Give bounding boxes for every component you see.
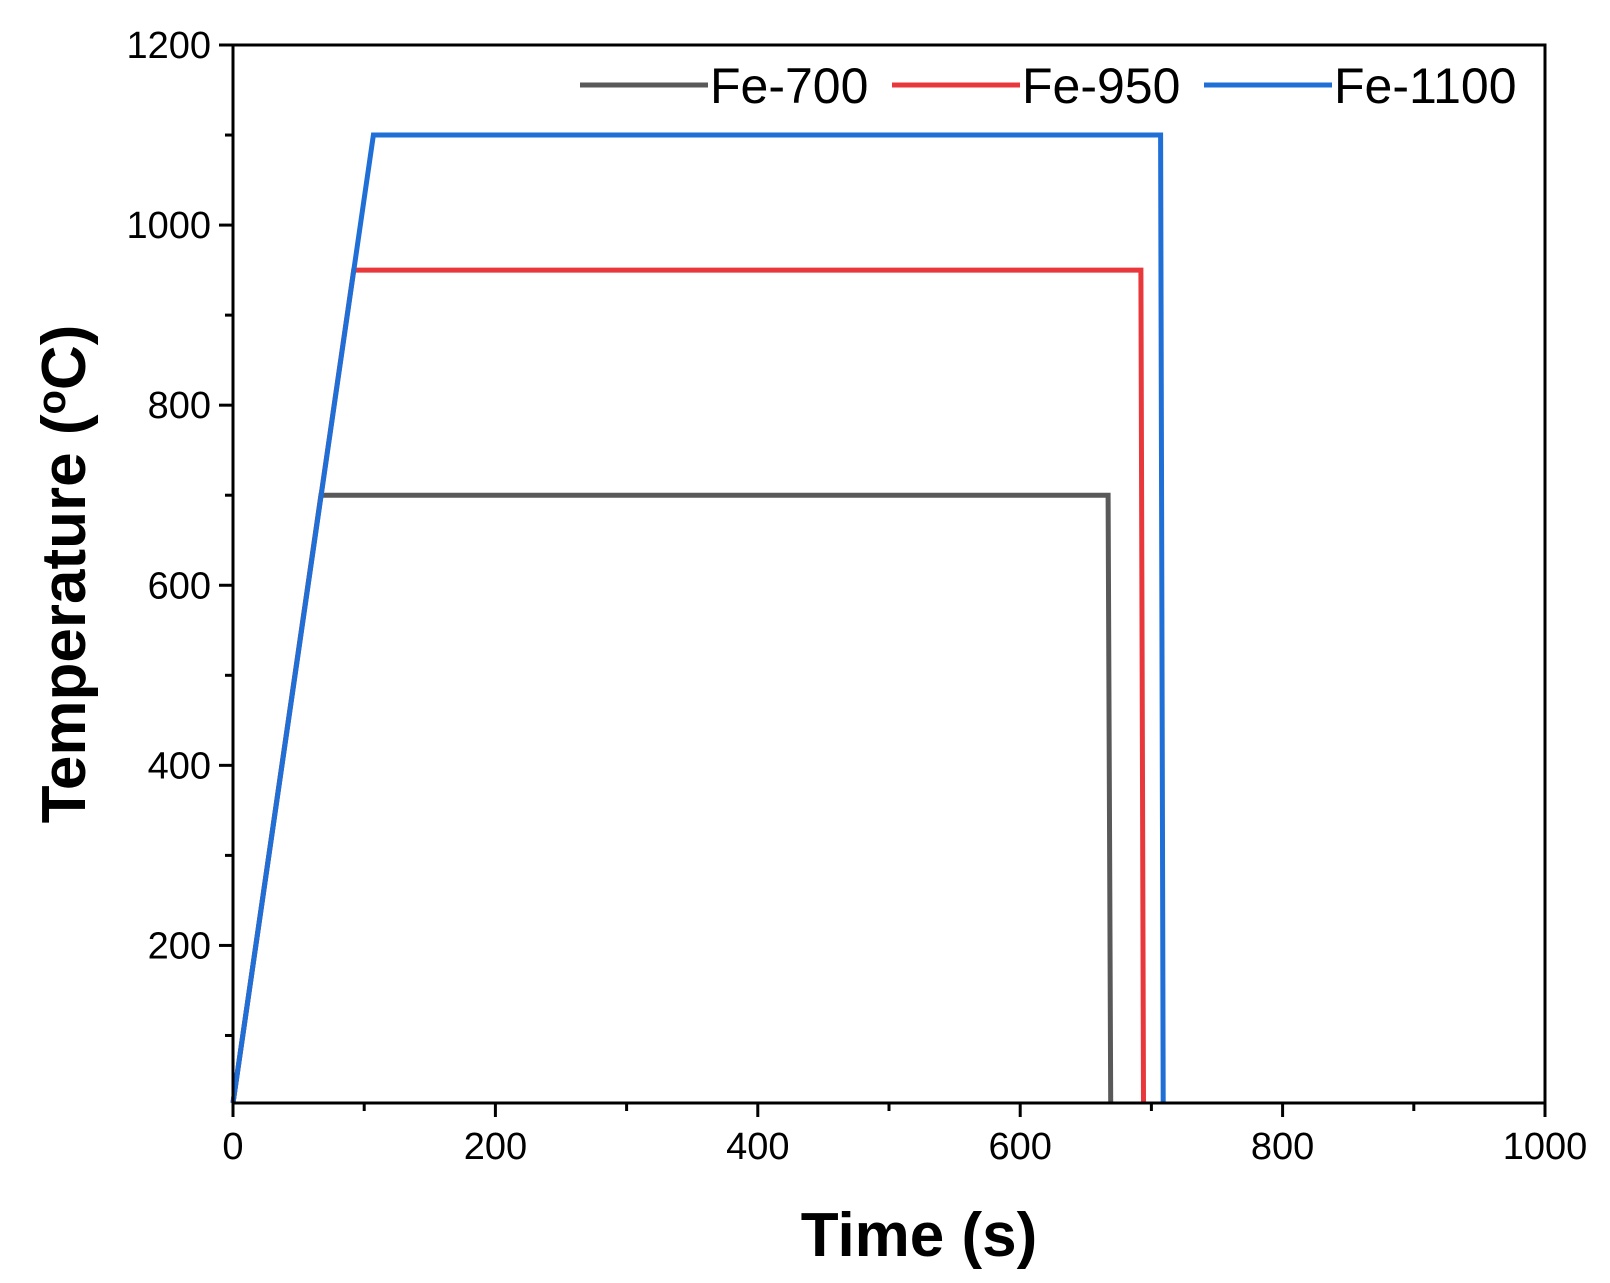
y-tick-label: 800 bbox=[148, 385, 211, 427]
legend-label-fe-1100: Fe-1100 bbox=[1334, 58, 1517, 114]
legend-label-fe-950: Fe-950 bbox=[1022, 58, 1180, 114]
x-tick-label: 0 bbox=[222, 1126, 243, 1168]
legend: Fe-700 Fe-950 Fe-1100 bbox=[580, 58, 1517, 114]
x-tick-label: 800 bbox=[1251, 1126, 1314, 1168]
x-tick-label: 400 bbox=[726, 1126, 789, 1168]
x-tick-label: 200 bbox=[464, 1126, 527, 1168]
y-axis-title-superscript: o bbox=[30, 390, 74, 414]
y-axis: 200 400 600 800 1000 1200 bbox=[126, 25, 233, 1037]
y-axis-title-end: C) bbox=[30, 325, 99, 390]
x-axis: 0 200 400 600 800 1000 bbox=[222, 1103, 1587, 1168]
plot-frame bbox=[231, 43, 1547, 1105]
series-group bbox=[230, 132, 1166, 1104]
y-axis-title-main: Temperature ( bbox=[30, 414, 99, 823]
y-tick-label: 1000 bbox=[126, 205, 211, 247]
y-axis-title: Temperature (oC) bbox=[30, 325, 99, 824]
y-tick-label: 400 bbox=[148, 745, 211, 787]
x-axis-title: Time (s) bbox=[801, 1201, 1038, 1270]
series-line-fe-950 bbox=[230, 267, 1146, 1104]
x-tick-label: 1000 bbox=[1503, 1126, 1588, 1168]
y-tick-label: 1200 bbox=[126, 25, 211, 67]
x-tick-label: 600 bbox=[988, 1126, 1051, 1168]
legend-label-fe-700: Fe-700 bbox=[710, 58, 868, 114]
y-tick-label: 200 bbox=[148, 925, 211, 967]
series-line-fe-1100 bbox=[230, 132, 1166, 1104]
series-line-fe-700 bbox=[230, 492, 1114, 1104]
y-tick-label: 600 bbox=[148, 565, 211, 607]
